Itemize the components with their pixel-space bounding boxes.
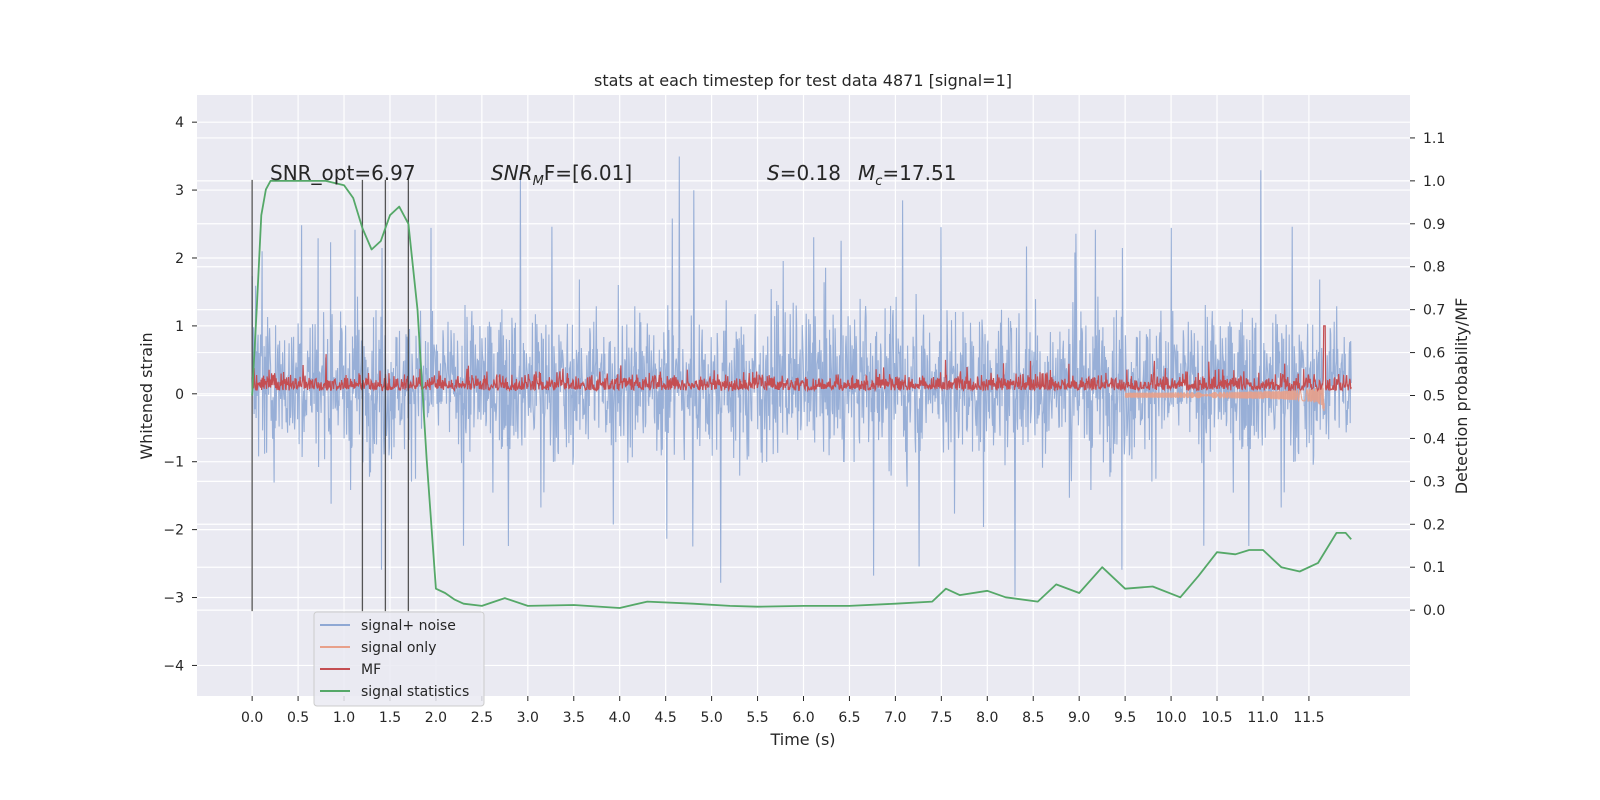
x-tick-label: 3.0	[517, 710, 539, 726]
annotation-snr-mf: SNRMF=[6.01]	[491, 161, 632, 189]
annotation-snr-mf-value: F=[6.01]	[544, 161, 632, 185]
x-axis-ticks: 0.0 0.5 1.0 1.5 2.0 2.5 3.0 3.5 4.0 4.5 5.0 5.5 6.0 6…	[241, 696, 1325, 726]
signal-statistics-series	[251, 180, 1352, 609]
y-right-tick-label: 0.5	[1423, 389, 1445, 405]
signal-only-series	[1124, 383, 1325, 412]
y-left-tick-label: −4	[163, 658, 184, 674]
vertical-markers	[251, 179, 410, 612]
annotation-mc-value: =17.51	[882, 161, 956, 185]
x-tick-label: 10.5	[1201, 710, 1232, 726]
annotation-s: S=0.18	[767, 161, 841, 185]
x-tick-label: 8.5	[1022, 710, 1044, 726]
x-tick-label: 2.0	[425, 710, 447, 726]
annotation-s-value: =0.18	[780, 161, 841, 185]
signal-statistics-line	[251, 180, 1352, 609]
y-left-axis-ticks: 4 3 2 1 0 −1 −2 −3 −4	[163, 115, 197, 674]
x-tick-label: 9.0	[1068, 710, 1090, 726]
x-tick-label: 8.0	[976, 710, 998, 726]
x-tick-label: 5.0	[700, 710, 722, 726]
y-left-tick-label: −3	[163, 591, 184, 607]
y-right-tick-label: 1.1	[1423, 131, 1445, 147]
y-right-axis-label: Detection probability/MF	[1452, 298, 1471, 495]
y-left-tick-label: 1	[175, 319, 184, 335]
mf-series	[251, 325, 1352, 393]
annotation-snr-mf-label: SNR	[491, 161, 533, 185]
x-tick-label: 5.5	[746, 710, 768, 726]
x-tick-label: 1.0	[333, 710, 355, 726]
y-right-tick-label: 0.3	[1423, 474, 1445, 490]
x-tick-label: 1.5	[379, 710, 401, 726]
y-left-axis-label: Whitened strain	[137, 332, 156, 459]
x-tick-label: 3.5	[563, 710, 585, 726]
signal-noise-line	[251, 156, 1352, 597]
x-tick-label: 10.0	[1155, 710, 1186, 726]
annotation-mc-label: M	[858, 161, 875, 185]
legend-label-signal-only: signal only	[361, 640, 436, 656]
annotation-mc: Mc=17.51	[858, 161, 956, 189]
x-tick-label: 11.0	[1247, 710, 1278, 726]
y-right-tick-label: 0.6	[1423, 346, 1445, 362]
y-left-tick-label: 4	[175, 115, 184, 131]
legend-label-signal-statistics: signal statistics	[361, 684, 469, 700]
x-tick-label: 4.0	[609, 710, 631, 726]
annotation-mc-sub: c	[875, 174, 882, 189]
y-right-tick-label: 1.0	[1423, 174, 1445, 190]
signal-only-line	[1124, 383, 1325, 412]
annotation-s-label: S	[767, 161, 780, 185]
y-right-tick-label: 0.4	[1423, 431, 1445, 447]
y-right-tick-label: 0.9	[1423, 217, 1445, 233]
x-tick-label: 6.5	[838, 710, 860, 726]
annotation-snr-opt: SNR_opt=6.97	[270, 161, 416, 185]
signal-noise-series	[251, 156, 1352, 597]
y-left-tick-label: 3	[175, 183, 184, 199]
legend: signal+ noise signal only MF signal stat…	[313, 611, 485, 707]
x-tick-label: 0.0	[241, 710, 263, 726]
y-right-axis-ticks: 1.1 1.0 0.9 0.8 0.7 0.6 0.5 0.4 0.3 0.2 0.1 0.0	[1410, 131, 1445, 619]
y-right-tick-label: 0.8	[1423, 260, 1445, 276]
x-tick-label: 7.5	[930, 710, 952, 726]
x-tick-label: 6.0	[792, 710, 814, 726]
x-tick-label: 11.5	[1293, 710, 1324, 726]
y-left-tick-label: −1	[163, 455, 184, 471]
y-left-tick-label: −2	[163, 523, 184, 539]
mf-line	[251, 325, 1352, 393]
legend-label-signal-noise: signal+ noise	[361, 618, 456, 634]
x-tick-label: 0.5	[287, 710, 309, 726]
y-right-tick-label: 0.0	[1423, 603, 1445, 619]
x-tick-label: 4.5	[655, 710, 677, 726]
y-right-tick-label: 0.2	[1423, 517, 1445, 533]
y-right-tick-label: 0.1	[1423, 560, 1445, 576]
x-tick-label: 7.0	[884, 710, 906, 726]
x-axis-label: Time (s)	[769, 730, 835, 749]
legend-label-mf: MF	[361, 662, 381, 678]
y-left-tick-label: 2	[175, 251, 184, 267]
annotation-snr-mf-sub: M	[533, 174, 544, 189]
y-left-tick-label: 0	[175, 387, 184, 403]
x-tick-label: 9.5	[1114, 710, 1136, 726]
chart-title: stats at each timestep for test data 487…	[594, 71, 1012, 90]
x-tick-label: 2.5	[471, 710, 493, 726]
y-right-tick-label: 0.7	[1423, 303, 1445, 319]
